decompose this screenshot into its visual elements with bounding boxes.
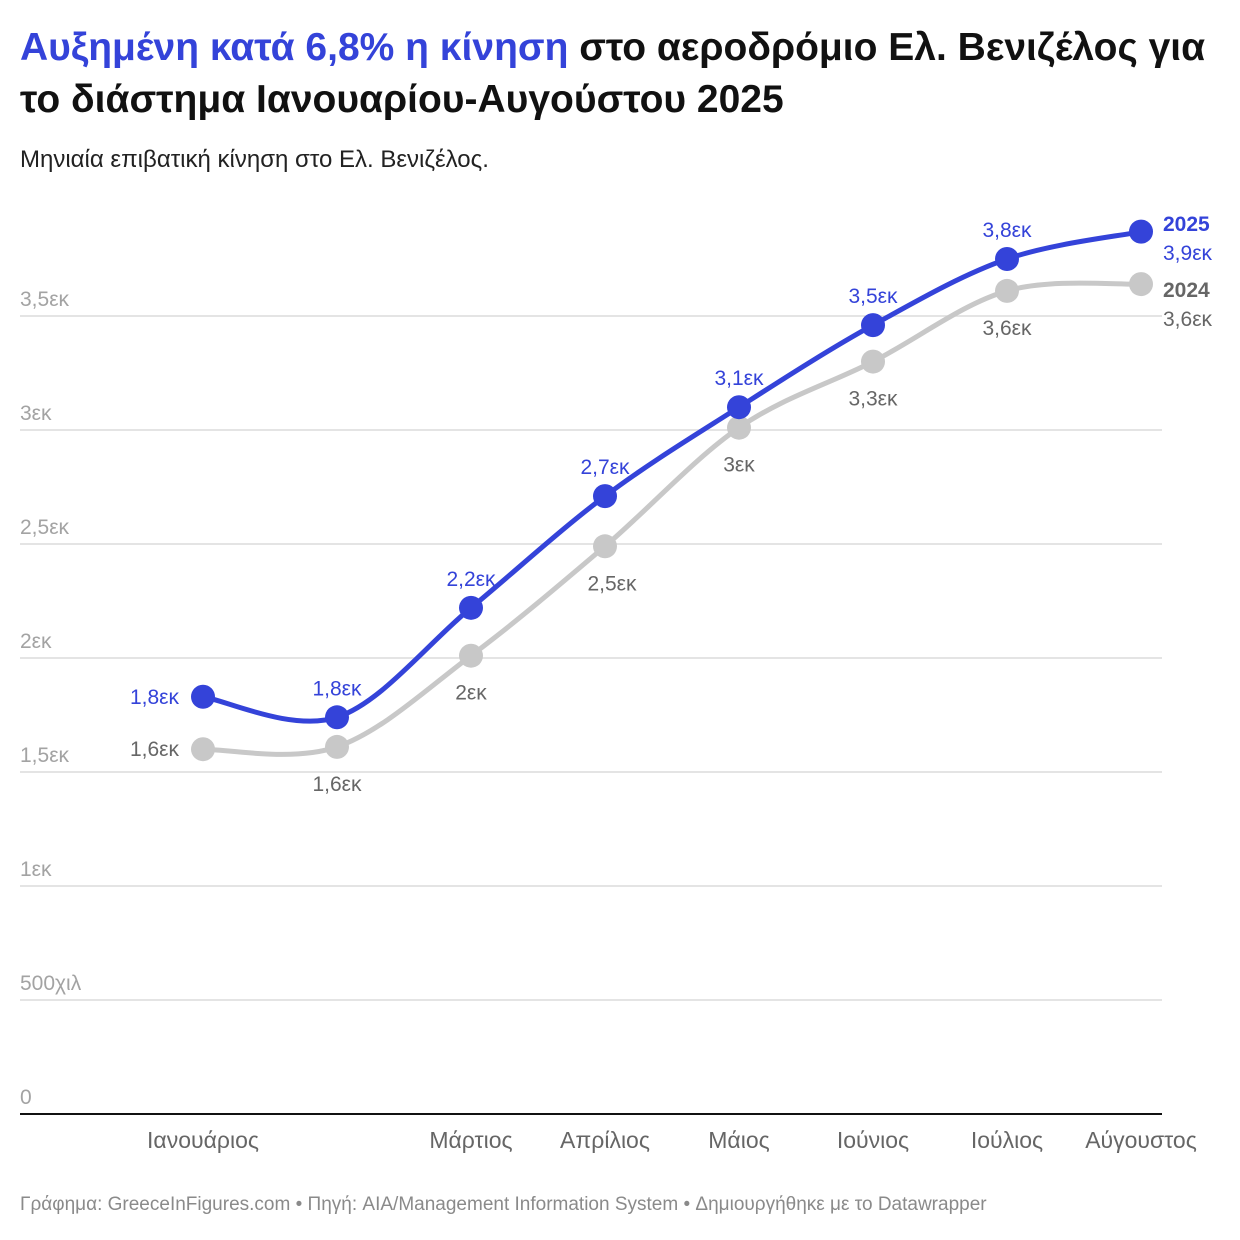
x-tick-label: Μάρτιος	[429, 1127, 512, 1153]
data-labels: 1,8εκ 1,8εκ 2,2εκ 2,7εκ 3,1εκ 3,5εκ 3,8εκ 1,6εκ…	[130, 213, 1213, 796]
x-axis-ticks: Ιανουάριος Μάρτιος Απρίλιος Μάιος Ιούνιος Ιού…	[147, 1127, 1197, 1153]
data-label-2024: 1,6εκ	[130, 738, 180, 761]
data-label-2024: 2,5εκ	[587, 572, 637, 595]
series-name-2025: 2025	[1163, 213, 1210, 236]
series-name-2024: 2024	[1163, 279, 1210, 302]
point-2025	[861, 313, 885, 338]
x-tick-label: Αύγουστος	[1085, 1127, 1197, 1153]
y-tick-label: 1εκ	[20, 858, 52, 881]
point-2025	[995, 247, 1019, 271]
data-label-2024: 3,6εκ	[1163, 308, 1213, 331]
y-tick-label: 2εκ	[20, 630, 52, 653]
point-2025	[325, 705, 349, 730]
data-label-2024: 3,3εκ	[848, 388, 898, 411]
data-label-2025: 1,8εκ	[312, 677, 362, 700]
data-label-2024: 2εκ	[455, 682, 487, 705]
data-label-2025: 1,8εκ	[130, 686, 180, 709]
point-2024	[1129, 272, 1153, 297]
point-2024	[459, 643, 483, 668]
x-tick-label: Ιούλιος	[971, 1127, 1043, 1153]
chart-subtitle: Μηνιαία επιβατική κίνηση στο Ελ. Βενιζέλ…	[20, 146, 489, 173]
x-tick-label: Μάιος	[708, 1127, 769, 1153]
title-rest: στο αεροδρόμιο Ελ. Βενιζέλος για το διάσ…	[20, 26, 1206, 121]
gridlines	[20, 315, 1162, 1115]
data-label-2024: 3,6εκ	[982, 317, 1032, 340]
point-2025	[593, 484, 617, 509]
y-tick-label: 3εκ	[20, 402, 52, 425]
data-label-2024: 1,6εκ	[312, 773, 362, 796]
data-label-2025: 3,8εκ	[982, 219, 1032, 242]
point-2024	[861, 349, 885, 374]
point-2024	[325, 734, 349, 759]
data-label-2025: 2,2εκ	[446, 568, 496, 591]
data-label-2025: 2,7εκ	[580, 456, 630, 479]
series-lines	[200, 229, 1144, 757]
data-label-2024: 3εκ	[723, 454, 755, 477]
series-line-2024	[200, 280, 1144, 757]
point-2025	[459, 595, 483, 620]
x-tick-label: Ιούνιος	[837, 1127, 909, 1153]
data-label-2025: 3,9εκ	[1163, 242, 1213, 265]
y-tick-label: 3,5εκ	[20, 288, 70, 311]
y-tick-label: 2,5εκ	[20, 516, 70, 539]
point-2025	[1129, 219, 1153, 244]
data-label-2025: 3,5εκ	[848, 285, 898, 308]
series-line-2025	[200, 229, 1144, 724]
point-2025	[727, 395, 751, 420]
chart-footer: Γράφημα: GreeceInFigures.com • Πηγή: AIA…	[20, 1194, 987, 1215]
x-tick-label: Απρίλιος	[560, 1127, 650, 1153]
x-tick-label: Ιανουάριος	[147, 1127, 259, 1153]
chart-title: Αυξημένη κατά 6,8% η κίνηση στο αεροδρόμ…	[20, 22, 1220, 126]
point-2025	[191, 684, 215, 709]
y-axis-ticks: 0 500χιλ 1εκ 1,5εκ 2εκ 2,5εκ 3εκ 3,5εκ	[20, 288, 82, 1109]
point-2024	[191, 737, 215, 762]
y-tick-label: 1,5εκ	[20, 744, 70, 767]
data-label-2025: 3,1εκ	[714, 367, 764, 390]
series-points	[191, 219, 1153, 762]
point-2024	[727, 415, 751, 440]
point-2024	[593, 534, 617, 559]
title-highlight: Αυξημένη κατά 6,8% η κίνηση	[20, 26, 569, 69]
y-tick-label: 500χιλ	[20, 972, 82, 995]
point-2024	[995, 278, 1019, 303]
y-tick-label: 0	[20, 1086, 32, 1109]
